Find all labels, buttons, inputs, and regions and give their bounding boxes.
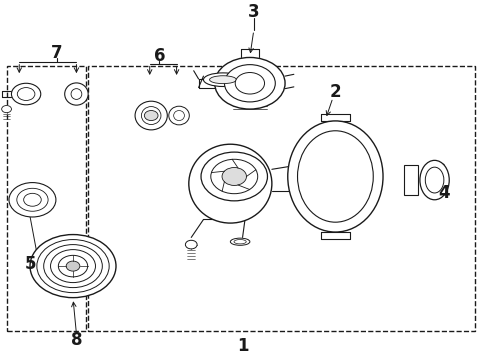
Ellipse shape bbox=[210, 76, 237, 84]
Bar bbox=[6, 66, 86, 331]
Text: 8: 8 bbox=[71, 330, 82, 348]
Circle shape bbox=[37, 239, 109, 293]
Circle shape bbox=[185, 240, 197, 249]
Ellipse shape bbox=[65, 83, 88, 105]
Circle shape bbox=[66, 261, 80, 271]
Text: 4: 4 bbox=[439, 184, 450, 202]
Ellipse shape bbox=[425, 167, 444, 193]
Ellipse shape bbox=[169, 106, 189, 125]
Ellipse shape bbox=[173, 111, 184, 121]
Circle shape bbox=[11, 83, 41, 105]
Ellipse shape bbox=[189, 144, 272, 223]
Circle shape bbox=[1, 105, 11, 113]
Circle shape bbox=[50, 249, 96, 283]
Bar bbox=[88, 66, 475, 331]
Circle shape bbox=[9, 183, 56, 217]
Circle shape bbox=[224, 65, 275, 102]
Circle shape bbox=[44, 244, 102, 288]
Circle shape bbox=[211, 159, 258, 194]
Circle shape bbox=[201, 152, 268, 201]
Bar bbox=[404, 165, 418, 195]
Text: 6: 6 bbox=[154, 48, 165, 66]
Ellipse shape bbox=[230, 238, 250, 245]
Ellipse shape bbox=[297, 131, 373, 222]
Text: 7: 7 bbox=[51, 44, 63, 62]
Circle shape bbox=[215, 58, 285, 109]
Circle shape bbox=[24, 193, 41, 206]
Circle shape bbox=[58, 255, 88, 277]
Circle shape bbox=[17, 87, 35, 100]
Text: 1: 1 bbox=[237, 337, 248, 355]
Ellipse shape bbox=[142, 107, 161, 125]
Ellipse shape bbox=[135, 101, 167, 130]
Text: 5: 5 bbox=[25, 255, 37, 273]
Ellipse shape bbox=[288, 121, 383, 232]
Ellipse shape bbox=[203, 73, 243, 86]
Text: 3: 3 bbox=[248, 3, 260, 21]
Circle shape bbox=[17, 188, 48, 211]
Circle shape bbox=[222, 167, 246, 185]
Ellipse shape bbox=[420, 160, 449, 200]
Text: 2: 2 bbox=[330, 83, 341, 101]
Circle shape bbox=[235, 72, 265, 94]
Circle shape bbox=[145, 111, 158, 121]
Ellipse shape bbox=[234, 239, 246, 244]
Circle shape bbox=[30, 235, 116, 298]
Ellipse shape bbox=[71, 89, 82, 99]
